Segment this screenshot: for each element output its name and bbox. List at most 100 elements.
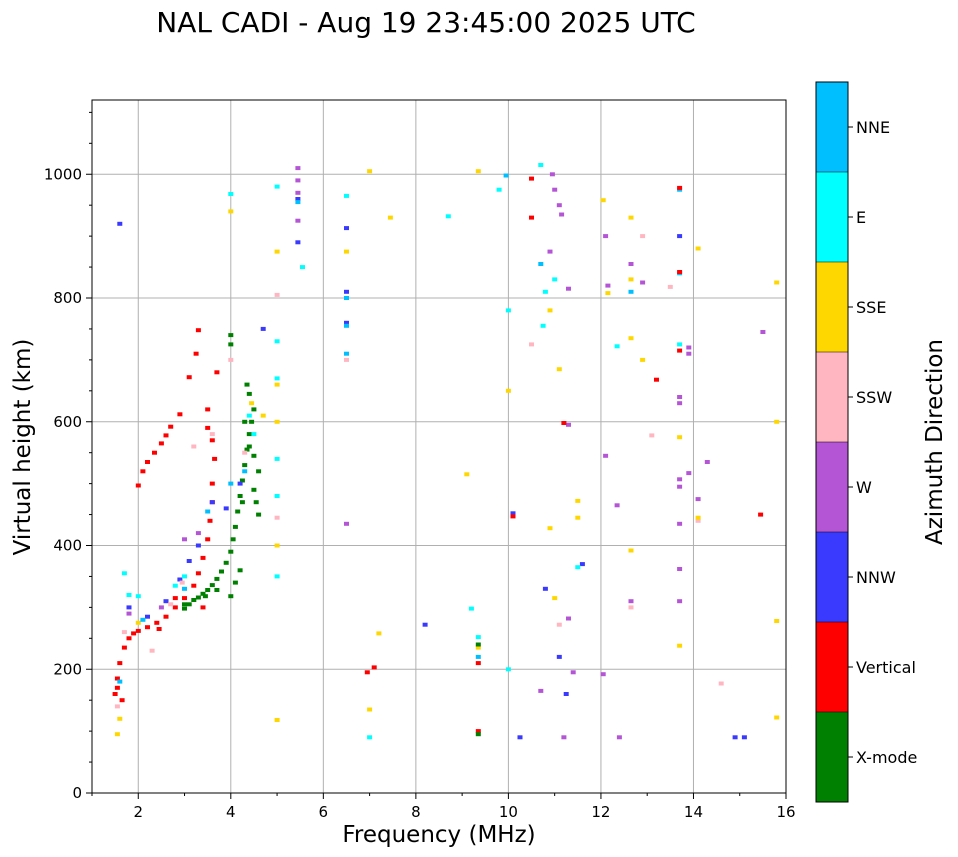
echo-point-vertical [145, 460, 150, 464]
echo-point-nnw [177, 577, 183, 582]
echo-point-nnw [163, 599, 169, 604]
echo-point-e [274, 574, 280, 579]
echo-point-e [121, 571, 127, 576]
data-marks [112, 163, 780, 740]
echo-point-sse [228, 209, 234, 214]
echo-point-nnw [145, 614, 150, 619]
echo-point-w [686, 345, 692, 350]
echo-point-sse [274, 249, 280, 254]
echo-point-x-mode [246, 432, 252, 437]
echo-point-nnw [126, 605, 132, 610]
echo-point-nne [242, 469, 248, 474]
echo-point-ssw [649, 433, 655, 438]
echo-point-x-mode [186, 602, 192, 607]
echo-point-x-mode [235, 509, 241, 514]
echo-point-x-mode [219, 569, 224, 574]
echo-point-nnw [542, 586, 548, 591]
echo-point-x-mode [242, 419, 248, 424]
echo-point-vertical [163, 433, 169, 438]
echo-point-sse [600, 198, 606, 203]
echo-point-w [628, 599, 634, 604]
echo-point-nnw [579, 562, 585, 567]
echo-point-x-mode [232, 524, 238, 529]
echo-point-x-mode [244, 382, 250, 387]
echo-point-e [505, 308, 511, 313]
echo-point-vertical [371, 665, 377, 670]
echo-point-nne [538, 262, 544, 266]
echo-point-vertical [114, 676, 120, 681]
echo-point-vertical [135, 628, 141, 633]
echo-point-e [614, 344, 620, 349]
echo-point-nnw [117, 221, 123, 226]
colorbar-label: NNE [856, 118, 890, 137]
colorbar-label: SSE [856, 298, 886, 317]
echo-point-nnw [677, 234, 683, 239]
echo-point-vertical [114, 685, 120, 690]
echo-point-x-mode [209, 583, 215, 588]
echo-point-nnw [344, 289, 349, 294]
colorbar-frame [815, 81, 849, 803]
echo-point-vertical [195, 571, 201, 576]
y-axis-title: Virtual height (km) [10, 339, 36, 556]
echo-point-nne [344, 296, 349, 300]
echo-point-vertical [145, 625, 150, 630]
echo-point-vertical [200, 555, 206, 560]
echo-point-nne [205, 509, 211, 514]
echo-point-x-mode [228, 342, 234, 347]
echo-point-sse [640, 357, 646, 362]
echo-point-nnw [237, 481, 243, 486]
echo-point-vertical [195, 328, 201, 333]
echo-point-vertical [158, 441, 164, 446]
echo-point-nnw [741, 735, 747, 740]
echo-point-w [158, 605, 164, 610]
echo-point-x-mode [251, 407, 257, 412]
colorbar-segment [816, 262, 848, 352]
x-tick-label: 12 [591, 803, 610, 821]
echo-point-e [542, 289, 548, 294]
y-tick-label: 400 [53, 537, 82, 555]
echo-point-w [677, 521, 683, 526]
echo-point-nnw [295, 240, 301, 245]
echo-point-vertical [205, 537, 211, 542]
echo-point-sse [774, 715, 780, 720]
echo-point-vertical [154, 620, 160, 625]
grid [92, 100, 786, 794]
echo-point-e [182, 574, 187, 579]
echo-point-vertical [152, 450, 157, 455]
echo-point-ssw [529, 342, 534, 347]
echo-point-e [228, 192, 234, 196]
echo-point-w [182, 537, 187, 542]
echo-point-sse [249, 401, 255, 406]
echo-point-nne [475, 654, 481, 659]
echo-point-e [540, 323, 546, 328]
echo-point-vertical [561, 421, 567, 425]
echo-point-vertical [510, 514, 516, 519]
echo-point-vertical [209, 481, 215, 486]
echo-point-sse [575, 515, 581, 520]
echo-point-sse [464, 472, 470, 477]
echo-point-sse [628, 336, 634, 341]
echo-point-w [556, 203, 562, 208]
echo-point-x-mode [237, 568, 243, 573]
echo-point-w [566, 616, 571, 621]
colorbar-label: W [856, 478, 872, 497]
echo-point-x-mode [205, 588, 211, 592]
chart-title: NAL CADI - Aug 19 23:45:00 2025 UTC [156, 6, 695, 39]
echo-point-vertical [119, 698, 125, 703]
echo-point-sse [387, 215, 393, 220]
echo-point-nnw [344, 320, 349, 325]
echo-point-sse [628, 215, 634, 220]
echo-point-w [677, 484, 683, 489]
echo-point-w [552, 187, 558, 192]
echo-point-x-mode [249, 419, 255, 424]
echo-point-vertical [163, 614, 169, 619]
y-tick-label: 1000 [44, 165, 82, 183]
echo-point-vertical [205, 407, 211, 412]
echo-point-sse [774, 619, 780, 623]
echo-point-w [538, 688, 544, 693]
echo-point-w [195, 531, 201, 536]
echo-point-sse [135, 620, 141, 625]
echo-point-nne [295, 200, 301, 205]
echo-point-w [600, 672, 606, 677]
echo-point-x-mode [232, 580, 238, 585]
